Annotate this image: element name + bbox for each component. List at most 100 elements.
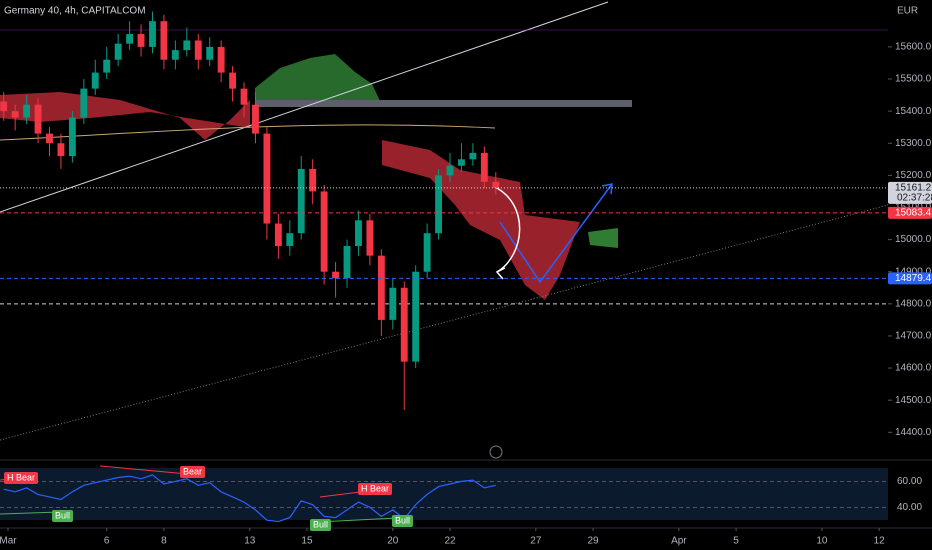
x-tick-label: 5	[733, 536, 739, 547]
rsi-line	[3, 474, 496, 523]
icon	[489, 445, 503, 459]
cloud-red	[0, 92, 250, 140]
candle-body	[252, 104, 259, 134]
candle-body	[11, 111, 19, 118]
divergence-tag	[392, 515, 414, 527]
candle-body	[400, 287, 408, 362]
candle-body	[446, 165, 454, 176]
divergence-tag	[310, 519, 332, 531]
candle-body	[229, 72, 237, 89]
x-tick-label: 6	[104, 536, 110, 547]
candle-body	[137, 34, 145, 47]
cloud-green	[255, 54, 382, 105]
price-timer: 02:37:28	[897, 192, 932, 203]
y-tick-label: 15500.0	[895, 74, 932, 85]
candle-body	[423, 233, 431, 272]
projection-arrow	[499, 183, 613, 284]
price-tag	[888, 181, 932, 204]
y-tick-label: 14900.0	[895, 266, 932, 277]
candle-body	[46, 133, 53, 144]
divergence	[317, 517, 399, 523]
candle-body	[0, 101, 8, 112]
price-tag-label: 14879.4	[895, 273, 932, 284]
x-tick-label: 15	[301, 536, 313, 547]
candle-body	[91, 72, 99, 89]
divergence-label: Bull	[55, 510, 70, 520]
y-tick-label: 14800.0	[895, 298, 932, 309]
currency: EUR	[897, 6, 918, 17]
price-tag	[888, 272, 932, 285]
candle-body	[469, 152, 477, 160]
cloud-red	[382, 140, 580, 300]
divergence-tag	[180, 466, 206, 478]
candle-body	[171, 50, 179, 60]
rsi-band	[0, 468, 888, 520]
y-tick-label: 15200.0	[895, 170, 932, 181]
x-tick-label: 8	[161, 536, 167, 547]
candle-body	[389, 287, 397, 320]
x-tick-label: 29	[587, 536, 599, 547]
divergence-tag	[358, 483, 393, 495]
candle-body	[126, 34, 134, 44]
zone	[255, 100, 632, 107]
y-tick-label: 14600.0	[895, 363, 932, 374]
price-tag	[888, 206, 932, 219]
x-tick-label: 22	[444, 536, 456, 547]
candle-body	[34, 104, 42, 134]
x-tick-label: 12	[874, 536, 886, 547]
x-tick-label: Mar	[0, 536, 17, 547]
candle-body	[286, 233, 294, 247]
candle-body	[355, 220, 362, 247]
candle-body	[366, 220, 374, 256]
divergence-label: H Bear	[361, 483, 389, 493]
y-tick-label: 15600.0	[895, 42, 932, 53]
candle-body	[114, 43, 122, 60]
candle-body	[240, 88, 248, 105]
divergence-tag	[4, 472, 39, 484]
x-tick-label: Apr	[671, 536, 687, 547]
price-tag-label: 15161.2	[895, 182, 932, 193]
y-tick-label: 15300.0	[895, 138, 932, 149]
candle-body	[343, 246, 351, 279]
divergence-label: Bear	[183, 466, 202, 476]
candle-body	[297, 168, 305, 234]
x-tick-label: 27	[530, 536, 542, 547]
chart-title: Germany 40, 4h, CAPITALCOM	[4, 6, 146, 17]
candle-body	[160, 21, 168, 60]
candle-body	[320, 191, 328, 272]
divergence-label: Bull	[395, 515, 410, 525]
candle-body	[263, 133, 271, 224]
y-tick-label: 15400.0	[895, 106, 932, 117]
candle-body	[377, 255, 385, 320]
y-tick-label: 14500.0	[895, 395, 932, 406]
y-tick-label: 14400.0	[895, 427, 932, 438]
candle-body	[80, 88, 88, 118]
price-tag-label: 15083.4	[895, 207, 932, 218]
candle-body	[412, 271, 420, 362]
candle-body	[103, 59, 111, 73]
rsi-tick-label: 60.00	[897, 476, 922, 487]
y-tick-label: 14700.0	[895, 331, 932, 342]
rsi-tick-label: 40.00	[897, 502, 922, 513]
divergence-tag	[52, 510, 74, 522]
x-tick-label: 13	[244, 536, 256, 547]
trendline	[0, 204, 889, 441]
trendline	[0, 1, 609, 213]
curved-arrow	[494, 186, 521, 280]
candle-body	[435, 175, 442, 234]
cloud-green	[588, 228, 618, 248]
divergence	[99, 465, 189, 475]
candle-body	[480, 152, 488, 182]
candle-body	[23, 104, 31, 118]
candle-body	[57, 143, 65, 157]
candle-body	[194, 40, 202, 60]
candle-body	[68, 117, 76, 157]
candle-body	[206, 46, 214, 60]
candle-body	[309, 168, 317, 192]
divergence	[0, 511, 61, 515]
x-tick-label: 20	[387, 536, 399, 547]
candle-body	[458, 159, 465, 166]
x-tick-label: 10	[816, 536, 828, 547]
